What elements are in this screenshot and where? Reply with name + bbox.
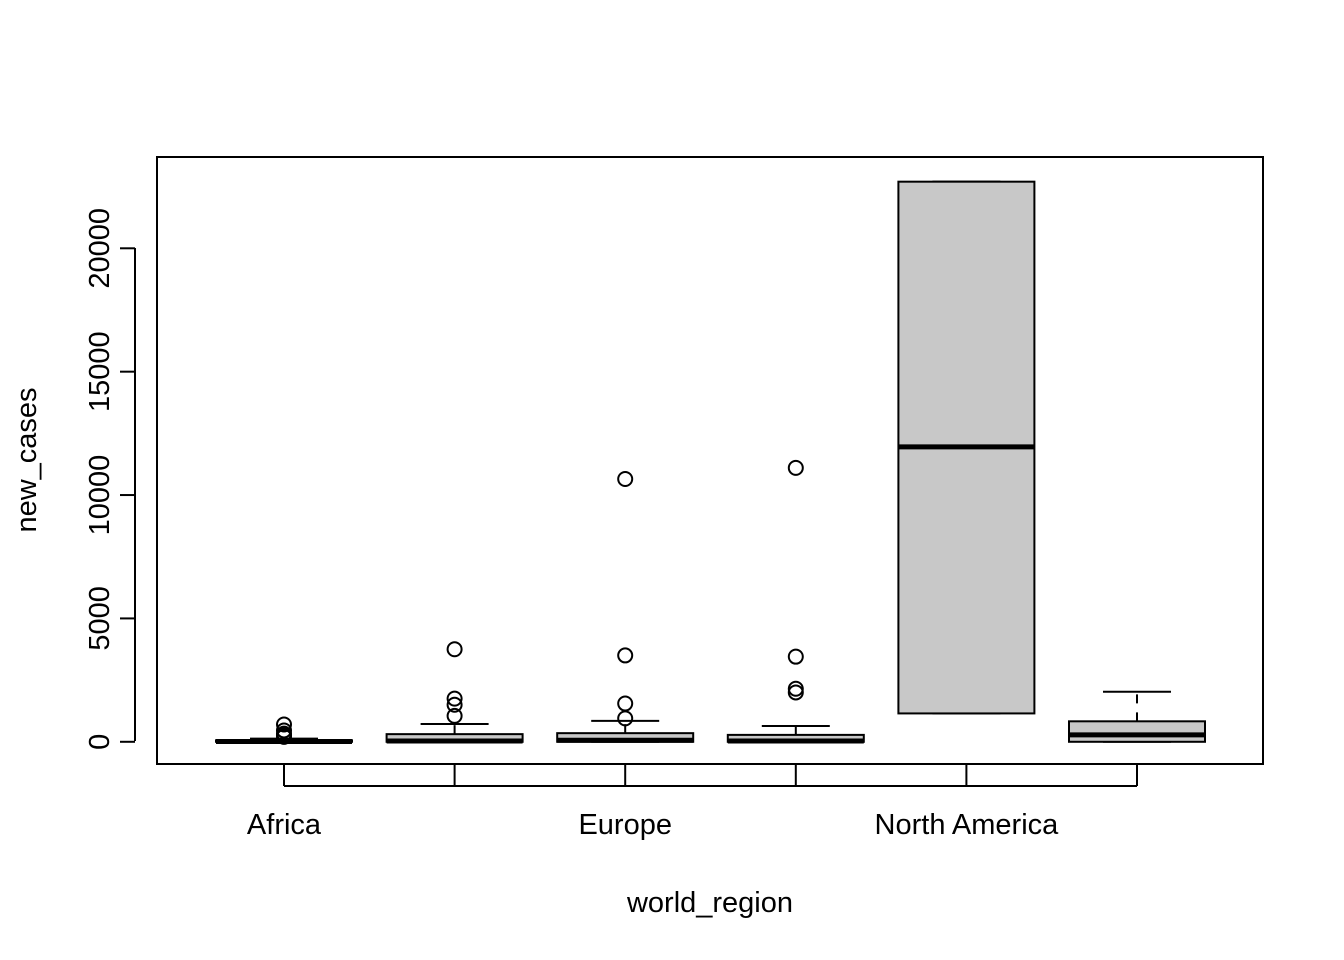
outlier-point: [446, 707, 463, 724]
outlier-point: [617, 647, 634, 664]
outlier-point: [446, 641, 463, 658]
box-group: [897, 180, 1036, 715]
outlier-point: [787, 459, 804, 476]
box-group: [726, 459, 865, 744]
plot-frame: [156, 156, 1264, 765]
outlier-point: [276, 716, 292, 733]
y-tick-label: 5000: [84, 586, 116, 651]
outlier-point: [787, 680, 804, 697]
box-group: [556, 471, 695, 743]
y-axis-label: new_cases: [11, 387, 43, 532]
x-axis-label: world_region: [626, 887, 793, 919]
x-tick-label: Africa: [247, 809, 322, 841]
boxes-layer: [215, 180, 1206, 745]
outlier-point: [617, 710, 634, 727]
box-group: [385, 641, 524, 744]
x-tick-label: Europe: [578, 809, 672, 841]
outlier-point: [276, 722, 292, 739]
outlier-point: [787, 648, 804, 665]
outlier-point: [446, 696, 463, 713]
y-tick-label: 10000: [84, 455, 116, 536]
box-group: [215, 716, 353, 745]
y-tick-label: 20000: [84, 208, 116, 289]
x-tick-label: North America: [875, 809, 1060, 841]
outlier-point: [446, 690, 463, 707]
y-tick-label: 0: [84, 734, 116, 750]
outlier-point: [617, 695, 634, 712]
box-group: [1068, 690, 1206, 743]
y-tick-label: 15000: [84, 331, 116, 412]
x-axis: Africa Europe North America: [247, 764, 1138, 841]
y-axis: 0 5000 10000 15000 20000: [84, 208, 136, 750]
outlier-point: [617, 471, 634, 488]
box-iqr: [1068, 720, 1206, 743]
